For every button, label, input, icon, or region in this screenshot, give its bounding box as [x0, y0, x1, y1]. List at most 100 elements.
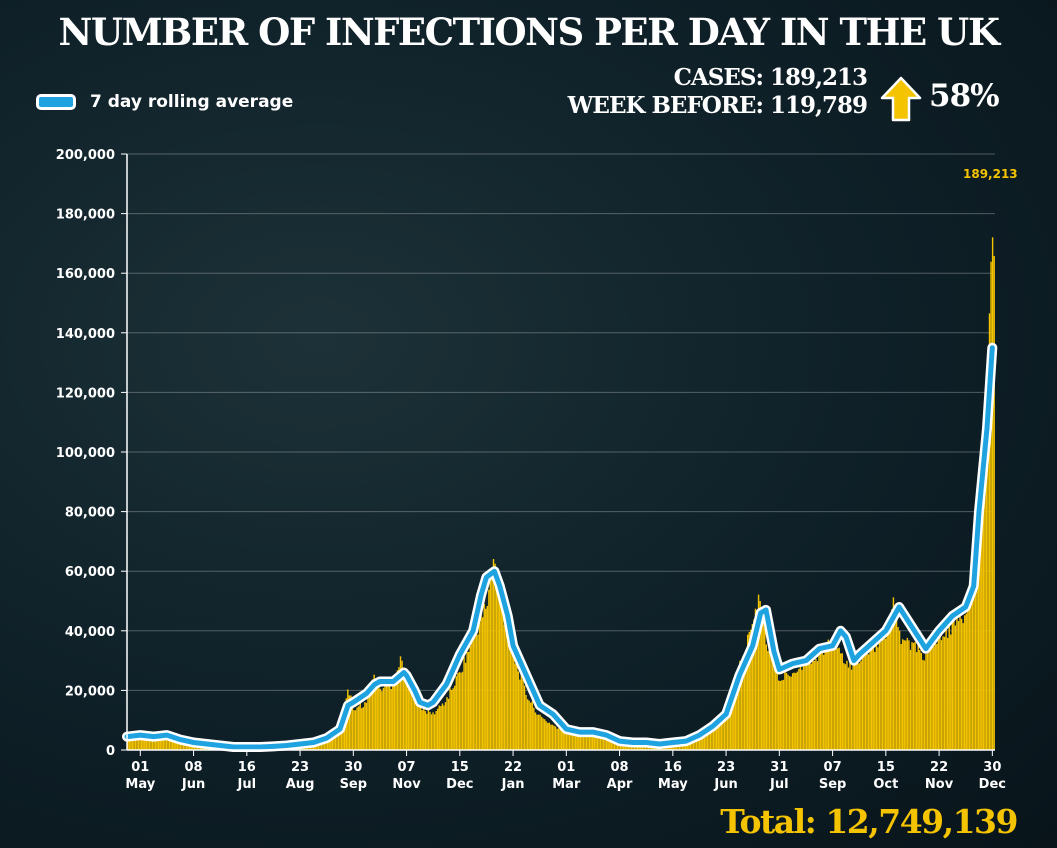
daily-case-bar	[523, 685, 526, 750]
daily-case-bar	[759, 600, 761, 750]
daily-case-bar	[934, 637, 936, 750]
daily-case-bar	[185, 742, 188, 750]
cases-label: CASES: 189,213	[673, 64, 868, 91]
daily-case-bar	[571, 734, 574, 750]
daily-case-bar	[426, 713, 428, 750]
daily-case-bar	[915, 652, 918, 750]
daily-case-bar	[562, 730, 564, 750]
daily-case-bar	[974, 563, 977, 750]
daily-case-bar	[590, 733, 592, 750]
daily-case-bar	[556, 728, 558, 750]
x-tick-month: Jul	[769, 777, 789, 792]
daily-case-bar	[711, 728, 713, 750]
daily-case-bar	[365, 702, 368, 750]
y-tick-label: 20,000	[65, 684, 115, 699]
legend-swatch-rolling-average	[36, 94, 76, 110]
y-tick-label: 160,000	[56, 267, 115, 282]
daily-case-bar	[985, 443, 988, 750]
daily-case-bar	[418, 706, 420, 750]
y-tick-label: 60,000	[65, 565, 115, 580]
daily-case-bar	[164, 737, 166, 750]
daily-case-bar	[545, 721, 547, 750]
daily-case-bar	[553, 725, 555, 750]
daily-case-bar	[743, 655, 746, 750]
daily-case-bar	[427, 709, 430, 750]
daily-case-bar	[337, 735, 340, 750]
daily-case-bar	[911, 642, 913, 750]
daily-case-bar	[409, 685, 411, 750]
daily-case-bar	[869, 649, 871, 750]
daily-case-bar	[481, 617, 484, 750]
daily-case-bar	[499, 593, 501, 750]
daily-case-bar	[751, 624, 754, 750]
daily-case-bar	[396, 670, 399, 750]
daily-case-bar	[561, 730, 563, 750]
daily-case-bar	[573, 734, 575, 750]
daily-case-bar	[176, 741, 179, 750]
daily-case-bar	[173, 739, 175, 750]
daily-case-bar	[181, 741, 183, 750]
daily-case-bar	[331, 738, 334, 750]
daily-case-bar	[393, 683, 396, 750]
daily-case-bar	[971, 598, 974, 750]
up-arrow-icon	[880, 76, 922, 122]
daily-case-bar	[697, 737, 699, 750]
daily-case-bar	[133, 738, 135, 750]
daily-case-bar	[976, 558, 978, 750]
daily-case-bar	[902, 639, 904, 750]
daily-case-bar	[512, 656, 515, 750]
daily-case-bar	[151, 738, 154, 750]
daily-case-bar	[853, 663, 856, 750]
daily-case-bar	[788, 676, 791, 750]
daily-case-bar	[909, 649, 912, 750]
legend: 7 day rolling average	[36, 92, 293, 112]
daily-case-bar	[801, 669, 803, 750]
daily-case-bar	[492, 558, 495, 750]
daily-case-bar	[796, 671, 799, 750]
daily-case-bar	[982, 448, 985, 750]
daily-case-bar	[768, 646, 771, 750]
daily-case-bar	[810, 663, 812, 750]
daily-case-bar	[140, 737, 143, 750]
daily-case-bar	[866, 649, 868, 750]
daily-case-bar	[936, 643, 938, 750]
daily-case-bar	[616, 741, 619, 750]
daily-case-bar	[750, 629, 752, 750]
daily-case-bar	[530, 702, 532, 750]
daily-case-bar	[463, 656, 465, 750]
daily-case-bar	[489, 579, 492, 750]
daily-case-bar	[900, 644, 902, 750]
daily-case-bar	[187, 743, 189, 750]
daily-case-bar	[807, 662, 809, 750]
daily-case-bar	[168, 737, 171, 750]
daily-case-bar	[322, 742, 324, 750]
daily-case-bar	[469, 645, 471, 750]
daily-case-bar	[946, 637, 949, 750]
daily-case-bar	[190, 744, 192, 750]
daily-case-bar	[475, 630, 478, 750]
peak-annotation: 189,213	[963, 167, 1018, 181]
daily-case-bar	[568, 732, 571, 750]
x-tick-day: 23	[717, 760, 735, 775]
x-tick-day: 22	[504, 760, 522, 775]
daily-case-bar	[784, 670, 786, 750]
daily-case-bar	[500, 599, 502, 750]
daily-case-bar	[781, 680, 783, 750]
daily-case-bar	[514, 663, 516, 750]
daily-case-bar	[987, 371, 989, 750]
daily-case-bar	[390, 689, 392, 750]
daily-case-bar	[846, 660, 848, 750]
daily-case-bar	[150, 738, 152, 750]
daily-case-bar	[912, 642, 915, 750]
daily-case-bar	[536, 714, 538, 750]
x-tick-month: Nov	[925, 777, 954, 792]
daily-case-bar	[712, 725, 715, 750]
daily-case-bar	[740, 662, 743, 750]
daily-case-bar	[861, 655, 864, 750]
daily-case-bar	[599, 736, 602, 750]
daily-case-bar	[548, 722, 551, 750]
daily-case-bar	[906, 637, 909, 750]
daily-case-bar	[773, 661, 775, 750]
daily-case-bar	[506, 627, 509, 750]
